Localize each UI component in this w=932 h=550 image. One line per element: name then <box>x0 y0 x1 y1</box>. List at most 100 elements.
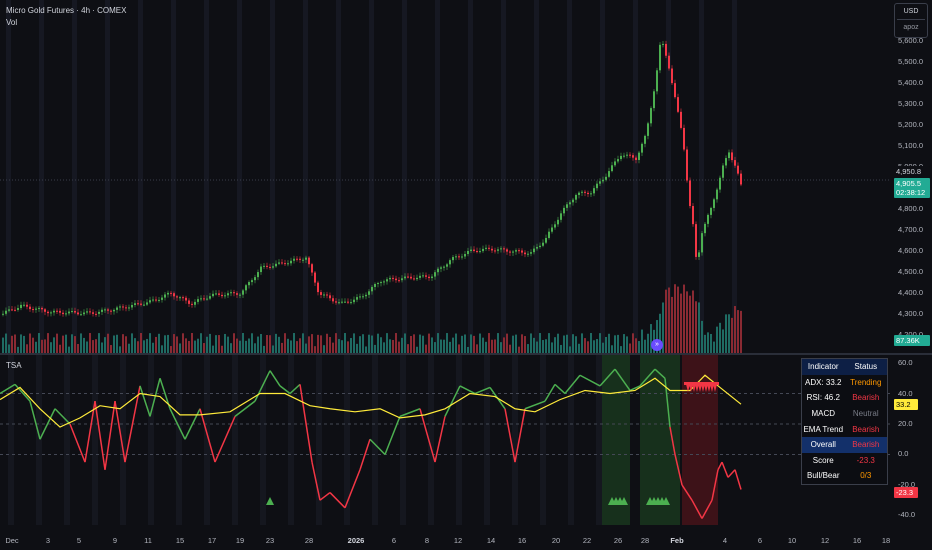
candle-body <box>740 173 742 185</box>
tsa-axis-label: -40.0 <box>898 510 916 520</box>
candle-body <box>29 306 31 310</box>
candle-body <box>623 155 625 157</box>
candle-body <box>539 245 541 248</box>
volume-bar <box>263 345 265 353</box>
volume-bar <box>218 335 220 353</box>
candle-body <box>110 310 112 312</box>
volume-bar <box>98 333 100 353</box>
volume-bar <box>386 333 388 353</box>
tsa-pane[interactable]: TSA <box>0 355 932 527</box>
volume-bar <box>539 333 541 353</box>
volume-bar <box>2 337 4 353</box>
volume-bar <box>5 333 7 353</box>
volume-bar <box>56 333 58 353</box>
candle-body <box>257 272 259 278</box>
volume-bar <box>464 334 466 353</box>
time-axis-label: 4 <box>722 536 728 545</box>
candle-body <box>695 224 697 257</box>
candle-body <box>650 108 652 124</box>
volume-bar <box>437 333 439 353</box>
session-band <box>567 0 572 353</box>
candle-body <box>251 280 253 283</box>
candle-body <box>449 260 451 265</box>
sell-marker-bar <box>684 382 719 385</box>
tsa-line-segment <box>329 492 346 509</box>
volume-bar <box>677 286 679 353</box>
candle-body <box>131 304 133 308</box>
price-axis-label: 4,300.0 <box>898 309 924 319</box>
candle-body <box>479 251 481 253</box>
volume-bar <box>719 322 721 353</box>
volume-bar <box>257 336 259 353</box>
volume-bar <box>20 334 22 353</box>
tsa-line-segment <box>544 383 556 402</box>
volume-bar <box>245 340 247 353</box>
volume-bar <box>578 343 580 353</box>
session-band <box>204 355 210 525</box>
candle-body <box>290 260 292 264</box>
table-row: Score -23.3 <box>802 453 887 469</box>
candle-body <box>194 301 196 305</box>
candle-body <box>614 161 616 166</box>
sell-marker-icon <box>701 384 705 392</box>
volume-bar <box>182 333 184 353</box>
currency-selector[interactable]: USD apoz <box>894 3 928 38</box>
volume-bar <box>272 345 274 353</box>
tsa-axis-label: 0.0 <box>898 449 909 459</box>
volume-bar <box>74 336 76 353</box>
candle-body <box>101 309 103 312</box>
volume-bar <box>650 324 652 353</box>
tsa-line-segment <box>254 370 271 402</box>
volume-bar <box>737 310 739 353</box>
candle-body <box>551 227 553 232</box>
volume-bar <box>368 334 370 353</box>
candle-body <box>200 298 202 300</box>
session-band <box>138 0 143 353</box>
candle-body <box>521 250 523 253</box>
volume-bar <box>8 344 10 353</box>
volume-bar <box>491 339 493 353</box>
candle-body <box>302 259 304 261</box>
volume-bar <box>524 336 526 353</box>
volume-bar <box>227 336 229 353</box>
volume-bar <box>389 339 391 353</box>
volume-bar <box>344 333 346 353</box>
price-chart[interactable] <box>0 0 932 353</box>
volume-bar <box>458 344 460 353</box>
volume-bar <box>380 337 382 353</box>
candle-body <box>626 154 628 156</box>
tsa-line-segment <box>629 385 641 392</box>
candle-body <box>662 43 664 45</box>
events-marker-icon[interactable]: » <box>651 339 663 351</box>
candle-body <box>620 155 622 160</box>
volume-bar <box>575 336 577 353</box>
volume-bar <box>242 333 244 353</box>
volume-bar <box>320 335 322 353</box>
volume-bar <box>53 337 55 353</box>
tsa-line-segment <box>727 469 736 478</box>
volume-bar <box>17 346 19 353</box>
candle-body <box>35 308 37 310</box>
time-axis-label: 12 <box>453 536 463 545</box>
candle-body <box>41 307 43 310</box>
price-pane[interactable]: Micro Gold Futures · 4h · COMEX Vol » <box>0 0 932 353</box>
volume-bar <box>497 333 499 353</box>
tsa-chart[interactable] <box>0 355 932 527</box>
volume-bar <box>281 342 283 353</box>
candle-body <box>497 249 499 251</box>
candle-body <box>410 276 412 279</box>
volume-bar <box>599 333 601 353</box>
session-band <box>402 0 407 353</box>
candle-body <box>266 265 268 267</box>
candle-body <box>323 294 325 296</box>
volume-bar <box>326 333 328 353</box>
price-axis-label: 5,600.0 <box>898 35 924 45</box>
candle-body <box>515 250 517 252</box>
candle-body <box>443 266 445 268</box>
volume-bar <box>644 339 646 353</box>
candle-body <box>677 97 679 112</box>
pane-divider[interactable] <box>0 353 932 355</box>
time-axis-label: 16 <box>517 536 527 545</box>
table-row: MACD Neutral <box>802 406 887 422</box>
volume-bar <box>299 338 301 353</box>
